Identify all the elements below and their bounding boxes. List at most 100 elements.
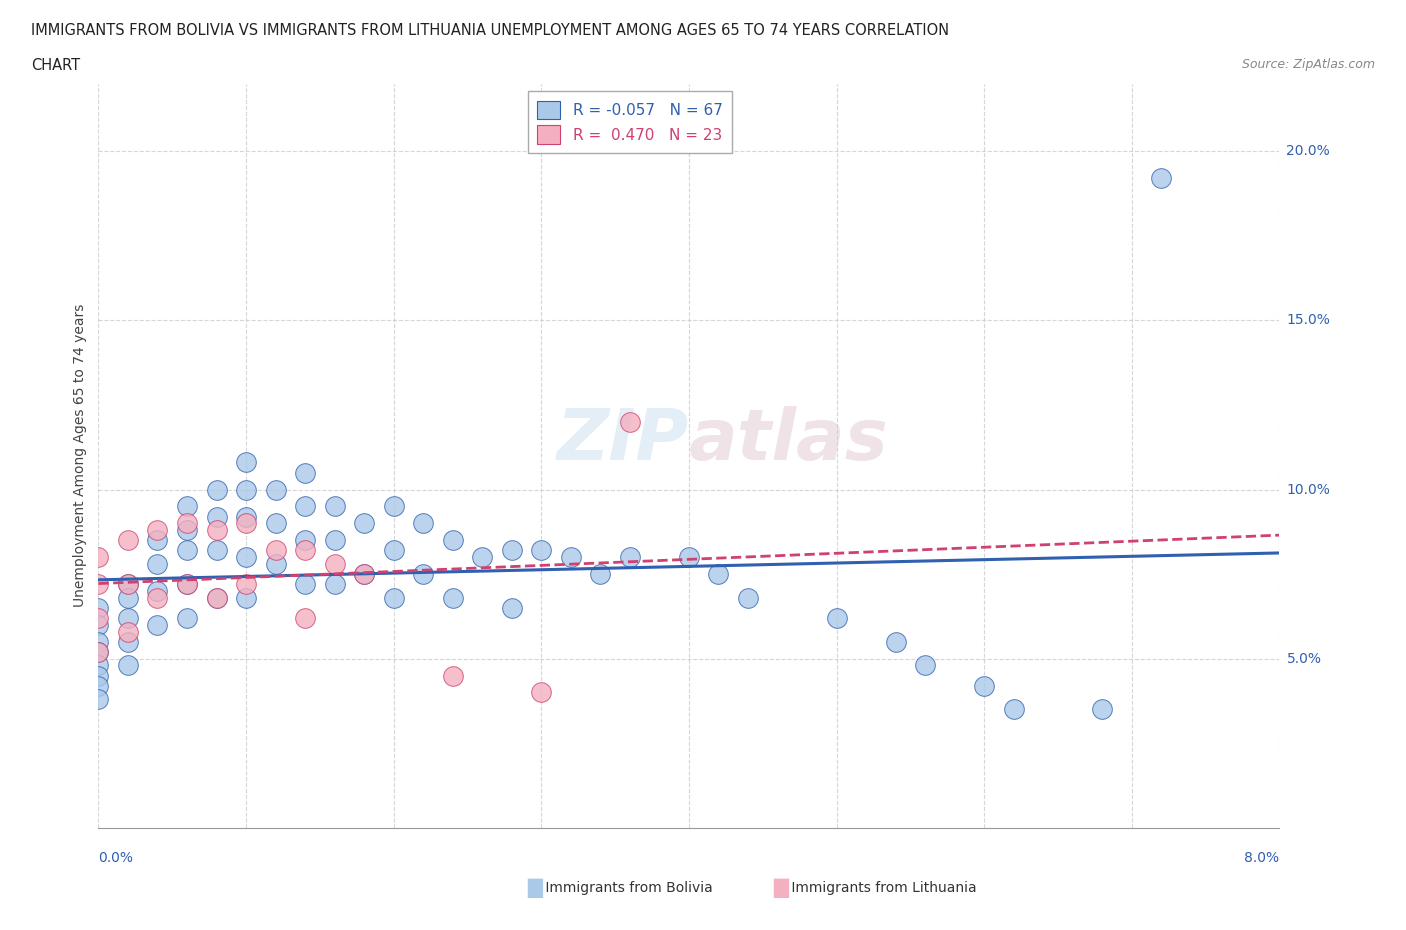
Point [382,591,405,605]
Text: Immigrants from Bolivia: Immigrants from Bolivia [541,881,713,896]
Text: Immigrants from Lithuania: Immigrants from Lithuania [787,881,977,896]
Point [353,566,375,581]
Point [353,566,375,581]
Point [530,543,553,558]
Point [323,556,346,571]
Point [441,591,464,605]
Point [294,543,316,558]
Point [1150,171,1173,186]
Point [1002,702,1025,717]
Point [87,611,110,626]
Point [235,509,257,524]
Point [1091,702,1114,717]
Point [146,618,169,632]
Point [146,556,169,571]
Point [176,543,198,558]
Point [176,523,198,538]
Point [117,577,139,591]
Point [87,668,110,683]
Point [294,577,316,591]
Point [412,516,434,531]
Point [176,611,198,626]
Point [205,591,228,605]
Point [87,692,110,707]
Point [294,533,316,548]
Point [235,577,257,591]
Point [294,465,316,480]
Point [205,482,228,497]
Point [87,601,110,616]
Legend: R = -0.057   N = 67, R =  0.470   N = 23: R = -0.057 N = 67, R = 0.470 N = 23 [529,91,731,153]
Text: ZIP: ZIP [557,406,689,475]
Point [825,611,848,626]
Point [589,566,612,581]
Point [87,577,110,591]
Point [441,533,464,548]
Point [117,533,139,548]
Point [619,415,641,430]
Text: Source: ZipAtlas.com: Source: ZipAtlas.com [1241,58,1375,71]
Text: 15.0%: 15.0% [1286,313,1330,327]
Point [264,482,287,497]
Point [294,499,316,514]
Point [707,566,730,581]
Text: █: █ [773,879,787,897]
Point [412,566,434,581]
Point [146,583,169,598]
Point [205,509,228,524]
Point [235,455,257,470]
Point [87,618,110,632]
Point [87,658,110,672]
Point [560,550,582,565]
Point [205,591,228,605]
Point [323,499,346,514]
Point [530,685,553,700]
Point [205,523,228,538]
Point [176,499,198,514]
Text: 0.0%: 0.0% [98,851,134,865]
Point [176,516,198,531]
Point [146,523,169,538]
Point [323,533,346,548]
Point [914,658,936,672]
Point [117,634,139,649]
Point [146,591,169,605]
Point [235,591,257,605]
Text: 20.0%: 20.0% [1286,144,1330,158]
Point [264,516,287,531]
Point [176,577,198,591]
Point [264,543,287,558]
Text: IMMIGRANTS FROM BOLIVIA VS IMMIGRANTS FROM LITHUANIA UNEMPLOYMENT AMONG AGES 65 : IMMIGRANTS FROM BOLIVIA VS IMMIGRANTS FR… [31,23,949,38]
Point [382,499,405,514]
Point [176,577,198,591]
Point [294,611,316,626]
Point [87,678,110,693]
Point [87,644,110,659]
Point [117,577,139,591]
Point [471,550,494,565]
Point [501,601,523,616]
Point [87,550,110,565]
Text: 10.0%: 10.0% [1286,483,1330,497]
Point [205,543,228,558]
Point [117,658,139,672]
Point [973,678,995,693]
Point [441,668,464,683]
Text: CHART: CHART [31,58,80,73]
Text: atlas: atlas [689,406,889,475]
Point [146,533,169,548]
Point [619,550,641,565]
Point [235,550,257,565]
Point [264,556,287,571]
Point [737,591,759,605]
Text: █: █ [527,879,541,897]
Point [117,611,139,626]
Point [353,516,375,531]
Point [117,624,139,639]
Point [235,482,257,497]
Point [323,577,346,591]
Point [117,591,139,605]
Y-axis label: Unemployment Among Ages 65 to 74 years: Unemployment Among Ages 65 to 74 years [73,304,87,607]
Point [382,543,405,558]
Text: 8.0%: 8.0% [1244,851,1279,865]
